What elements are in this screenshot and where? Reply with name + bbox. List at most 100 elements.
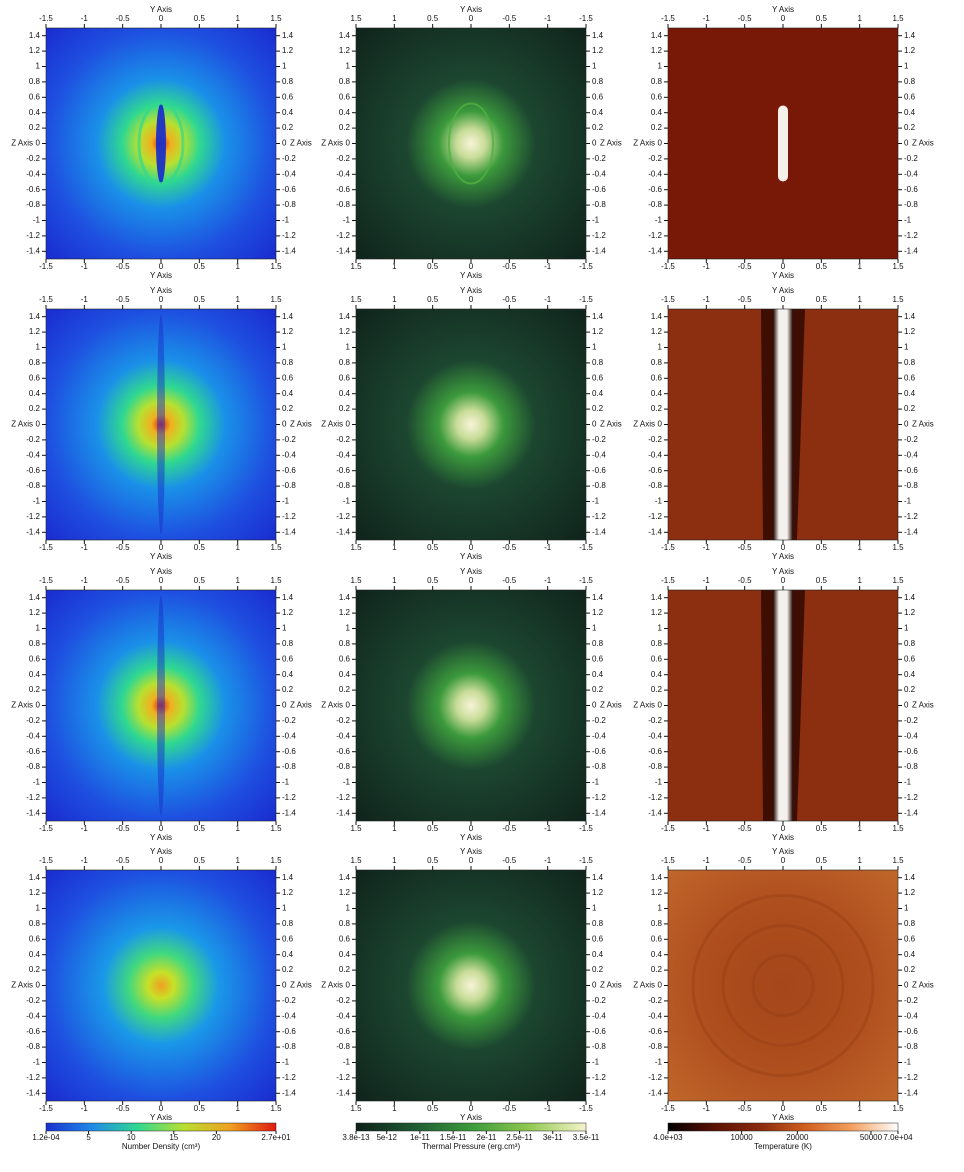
tick-label: -1 [544,1104,552,1113]
axis-title: Y Axis [772,552,794,561]
axis-title: Y Axis [772,833,794,842]
tick-label: -1 [904,216,912,225]
tick-label: -1.5 [661,1104,675,1113]
tick-label: 0.5 [427,824,439,833]
tick-label: 0 [658,139,663,148]
tick-label: 1 [658,343,663,352]
tick-label: 0 [781,856,786,865]
tick-label: -1 [703,262,711,271]
tick-label: -1.2 [336,231,350,240]
colorbar-title: Temperature (K) [754,1142,812,1151]
tick-label: -1.4 [26,808,40,817]
tick-label: -0.2 [592,716,606,725]
tick-label: 0.8 [339,358,351,367]
tick-label: -0.8 [282,1042,296,1051]
tick-label: -0.4 [904,169,918,178]
tick-label: 0.4 [904,389,916,398]
tick-label: -1.4 [648,808,662,817]
colorbar-tick-label: 1.2e-04 [32,1133,60,1142]
tick-label: 1 [857,856,862,865]
tick-label: 0 [282,701,287,710]
tick-label: -1 [703,14,711,23]
colorbar-tick-label: 1.5e-11 [440,1133,467,1142]
tick-label: -1.4 [904,808,918,817]
tick-label: 0.2 [651,123,663,132]
tick-label: 1 [904,624,909,633]
tick-label: -0.8 [336,762,350,771]
panel-image [778,105,788,182]
tick-label: 0.8 [651,77,663,86]
axis-title: Z Axis [290,139,312,148]
tick-label: 1 [235,295,240,304]
tick-label: 1.4 [29,31,41,40]
tick-label: -0.8 [904,200,918,209]
tick-label: 0.5 [816,295,828,304]
tick-label: -0.6 [26,1027,40,1036]
tick-label: 0.4 [282,670,294,679]
tick-label: -0.5 [738,1104,752,1113]
tick-label: 1.2 [29,327,41,336]
tick-label: -1 [655,497,663,506]
tick-label: 0 [282,139,287,148]
tick-label: -1.2 [282,231,296,240]
tick-label: -0.2 [282,716,296,725]
tick-label: -0.2 [648,716,662,725]
tick-label: 1.5 [270,1104,282,1113]
panel-image [356,590,586,821]
tick-label: -1 [592,778,600,787]
axis-title: Z Axis [633,701,655,710]
tick-label: 1 [658,62,663,71]
tick-label: 0 [904,420,909,429]
tick-label: 0 [658,701,663,710]
tick-label: -0.5 [502,14,516,23]
panel-image [773,590,793,821]
axis-title: Y Axis [460,286,482,295]
tick-label: -1 [33,778,41,787]
tick-label: 0.2 [282,123,294,132]
tick-label: -1 [703,856,711,865]
tick-label: -0.5 [738,14,752,23]
tick-label: 1.4 [282,312,294,321]
tick-label: 1.4 [904,593,916,602]
colorbar [667,1122,899,1132]
tick-label: -1 [703,576,711,585]
tick-label: -0.5 [738,824,752,833]
tick-label: 0 [469,824,474,833]
tick-label: 0.2 [282,965,294,974]
tick-label: 0.8 [904,919,916,928]
tick-label: -0.8 [26,481,40,490]
tick-label: 0.4 [282,389,294,398]
tick-label: -1.5 [39,576,53,585]
tick-label: -0.6 [336,747,350,756]
tick-label: 0.5 [427,295,439,304]
tick-label: -0.8 [336,200,350,209]
tick-label: -1.5 [579,824,593,833]
colorbar-tick-label: 3.5e-11 [573,1133,600,1142]
tick-label: -1.5 [661,14,675,23]
tick-label: -0.6 [26,747,40,756]
tick-label: 0.8 [339,639,351,648]
tick-label: -1.4 [592,246,606,255]
tick-label: -1.2 [592,1073,606,1082]
tick-label: -1 [655,216,663,225]
tick-label: -0.4 [904,450,918,459]
tick-label: 1.5 [350,543,362,552]
axis-title: Z Axis [600,701,622,710]
tick-label: -1.2 [336,512,350,521]
tick-label: 0.8 [592,358,604,367]
tick-label: 0.8 [282,358,294,367]
tick-label: -1.5 [579,576,593,585]
tick-label: 0 [159,543,164,552]
tick-label: -1.5 [39,543,53,552]
colorbar [355,1122,587,1132]
tick-label: 1 [392,295,397,304]
panel-image [46,870,276,1101]
tick-label: 0.4 [282,950,294,959]
tick-label: 0 [159,14,164,23]
colorbar-tick-label: 2.7e+01 [261,1133,291,1142]
tick-label: 0.8 [592,919,604,928]
tick-label: 1.2 [651,888,663,897]
tick-label: 1.5 [270,295,282,304]
tick-label: -0.5 [738,576,752,585]
tick-label: 0.8 [651,358,663,367]
